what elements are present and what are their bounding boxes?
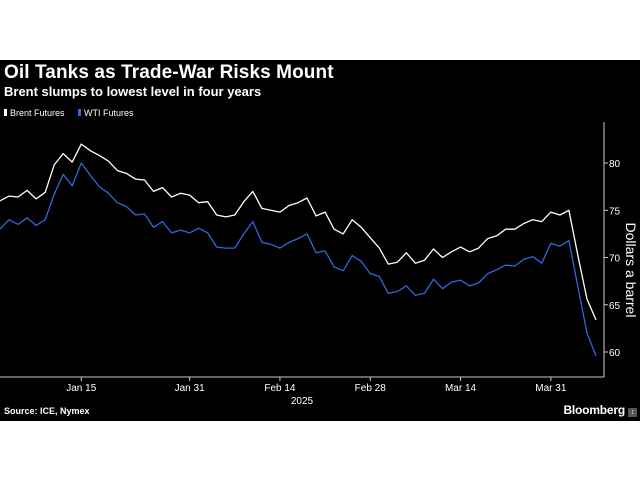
y-tick-label-80: 80 bbox=[609, 159, 621, 170]
line-chart: 60 65 70 75 80 Jan 15 Jan 31 Feb 14 Feb 28 Mar 14… bbox=[0, 122, 639, 407]
source-note: Source: ICE, Nymex bbox=[4, 406, 90, 416]
x-tick-label-4: Mar 14 bbox=[445, 383, 477, 394]
brand-name: Bloomberg bbox=[563, 403, 625, 417]
y-tick-label-75: 75 bbox=[609, 206, 621, 217]
legend-swatch-wti bbox=[78, 109, 81, 116]
legend-item-wti: WTI Futures bbox=[78, 108, 134, 118]
y-tick-label-70: 70 bbox=[609, 254, 621, 265]
bloomberg-logo: Bloomberg ↕ bbox=[563, 403, 637, 417]
chart-frame: Oil Tanks as Trade-War Risks Mount Brent… bbox=[0, 60, 640, 421]
legend-item-brent: Brent Futures bbox=[4, 108, 65, 118]
series-line-wti bbox=[0, 162, 597, 357]
legend-label-brent: Brent Futures bbox=[10, 108, 65, 118]
x-axis-title: 2025 bbox=[291, 396, 314, 407]
y-tick-label-65: 65 bbox=[609, 301, 621, 312]
x-tick-label-1: Jan 31 bbox=[175, 383, 205, 394]
y-axis-title: Dollars a barrel bbox=[623, 223, 639, 318]
pin-icon: ↕ bbox=[628, 408, 637, 417]
chart-subtitle: Brent slumps to lowest level in four yea… bbox=[4, 84, 262, 99]
legend-label-wti: WTI Futures bbox=[84, 108, 134, 118]
x-tick-label-0: Jan 15 bbox=[66, 383, 96, 394]
x-tick-label-2: Feb 14 bbox=[264, 383, 296, 394]
series-line-brent bbox=[0, 143, 597, 321]
y-tick-label-60: 60 bbox=[609, 348, 621, 359]
chart-title: Oil Tanks as Trade-War Risks Mount bbox=[4, 62, 334, 83]
legend-swatch-brent bbox=[4, 109, 7, 116]
x-tick-label-5: Mar 31 bbox=[535, 383, 567, 394]
x-tick-label-3: Feb 28 bbox=[355, 383, 387, 394]
